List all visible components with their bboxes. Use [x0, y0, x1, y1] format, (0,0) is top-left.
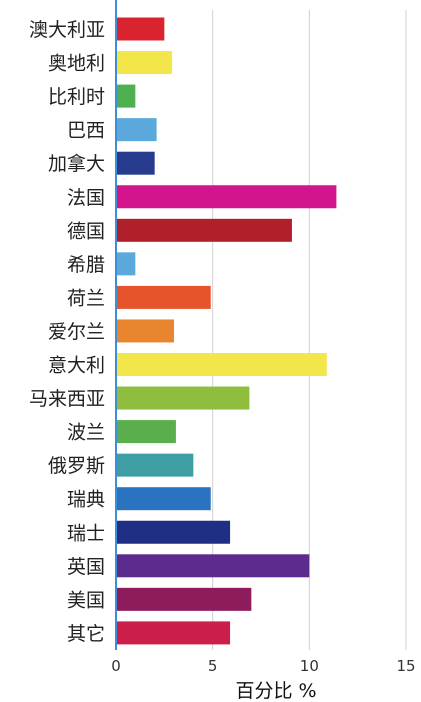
- x-axis-title: 百分比 %: [235, 680, 316, 702]
- bar: [116, 51, 173, 75]
- x-tick-label: 15: [396, 657, 415, 675]
- bars: [116, 17, 337, 645]
- category-label: 澳大利亚: [29, 19, 105, 41]
- x-tick-labels: 0 5 10 15: [111, 657, 415, 675]
- bar: [116, 218, 292, 242]
- category-label: 希腊: [67, 254, 105, 276]
- grid-lines: [212, 10, 407, 650]
- bar: [116, 285, 211, 309]
- category-label: 加拿大: [48, 152, 105, 175]
- category-label: 爱尔兰: [48, 321, 105, 343]
- bar: [116, 319, 174, 343]
- category-label: 美国: [67, 589, 105, 611]
- bar: [116, 353, 327, 376]
- bar: [116, 520, 231, 544]
- category-labels: 澳大利亚奥地利比利时巴西加拿大法国德国希腊荷兰爱尔兰意大利马来西亚波兰俄罗斯瑞典…: [29, 19, 105, 645]
- category-label: 俄罗斯: [48, 455, 105, 477]
- bar: [116, 84, 136, 108]
- category-label: 英国: [67, 556, 105, 578]
- category-label: 巴西: [67, 120, 105, 142]
- bar: [116, 185, 337, 209]
- category-label: 法国: [67, 187, 105, 209]
- category-label: 瑞士: [67, 522, 105, 544]
- bar: [116, 252, 136, 276]
- bar: [116, 587, 252, 611]
- category-label: 波兰: [67, 422, 105, 444]
- bar: [116, 487, 211, 511]
- bar: [116, 554, 310, 578]
- x-tick-label: 5: [208, 657, 218, 675]
- x-tick-label: 10: [300, 657, 319, 675]
- category-label: 德国: [67, 220, 105, 242]
- bar: [116, 17, 165, 41]
- bar: [116, 118, 157, 142]
- category-label: 瑞典: [67, 489, 105, 511]
- x-tick-label: 0: [111, 657, 121, 675]
- bar: [116, 420, 176, 444]
- bar: [116, 151, 155, 175]
- bar: [116, 453, 194, 477]
- category-label: 其它: [67, 623, 105, 645]
- category-label: 荷兰: [67, 287, 105, 309]
- bar: [116, 621, 231, 645]
- bar: [116, 386, 250, 410]
- category-label: 比利时: [48, 86, 105, 108]
- category-label: 意大利: [48, 355, 105, 377]
- category-label: 奥地利: [48, 53, 105, 75]
- category-label: 马来西亚: [29, 388, 105, 410]
